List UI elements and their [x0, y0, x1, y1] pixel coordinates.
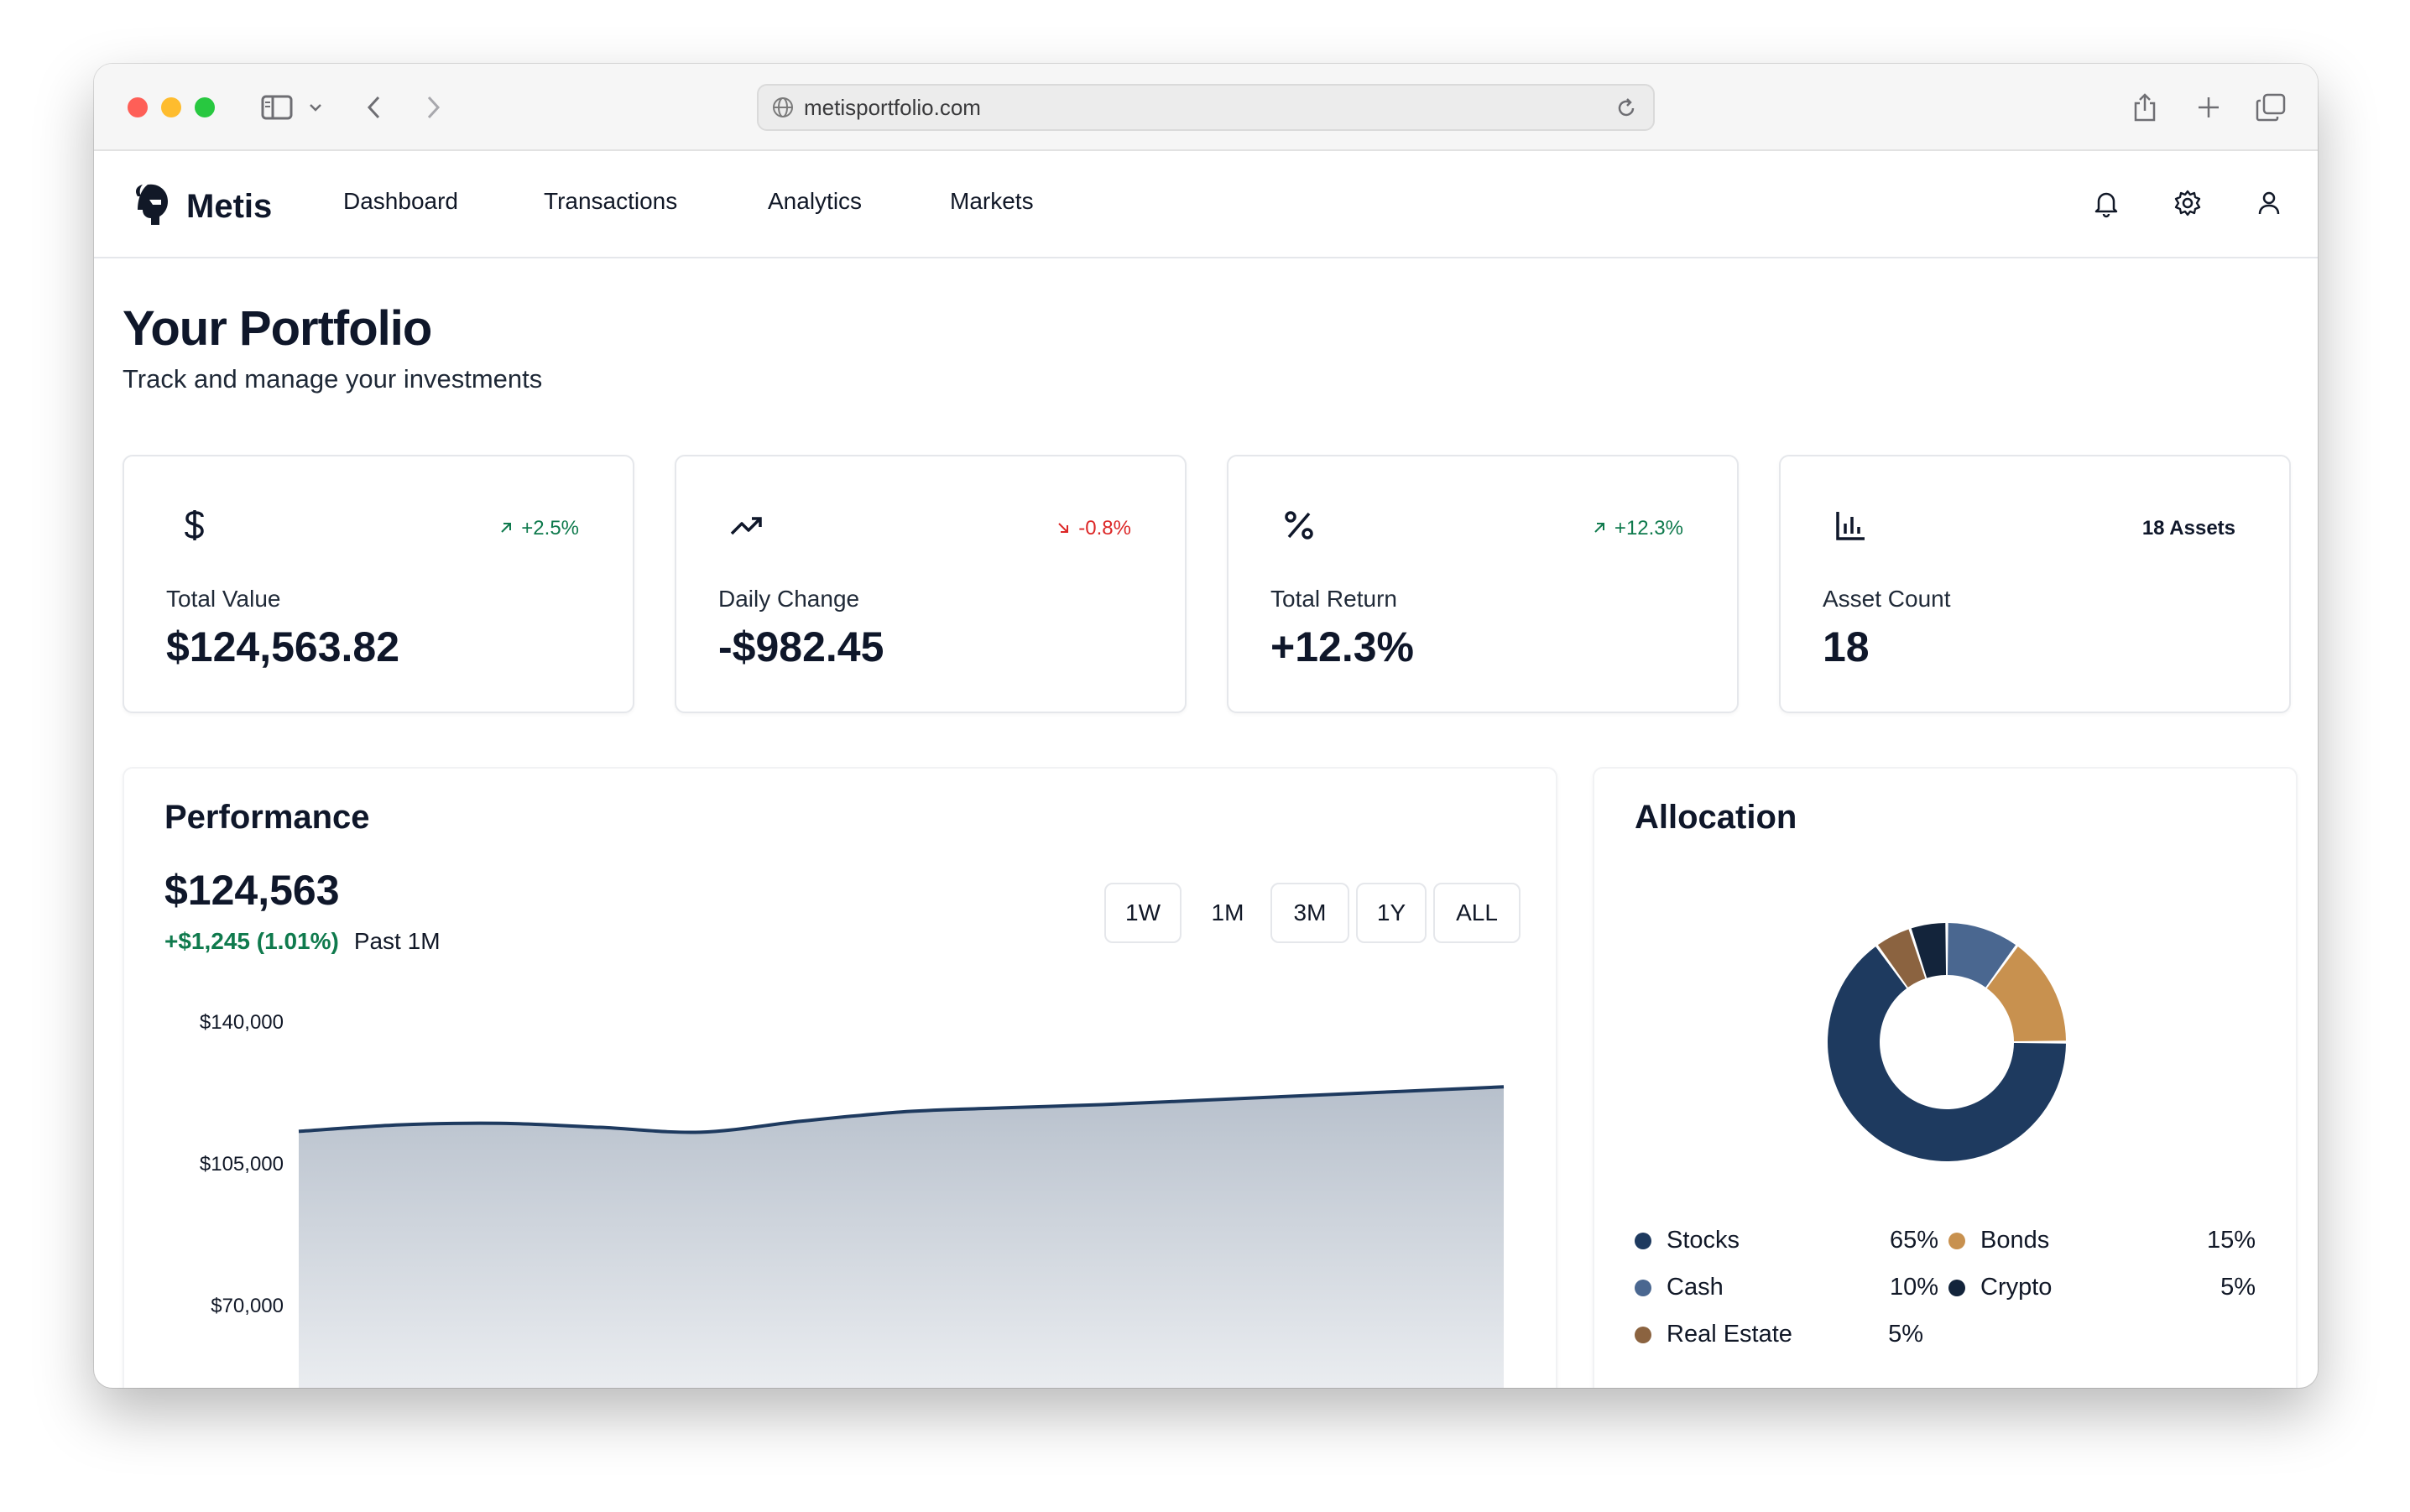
user-icon[interactable] — [2254, 188, 2284, 218]
bell-icon[interactable] — [2091, 188, 2121, 218]
legend-pct-stocks: 65% — [1889, 1227, 1938, 1254]
legend-item-stocks: Stocks — [1635, 1227, 1740, 1254]
donut-slice-bonds[interactable] — [1986, 946, 2066, 1042]
range-button-1y[interactable]: 1Y — [1356, 883, 1427, 943]
zoom-window-button[interactable] — [195, 97, 215, 117]
legend-pct-real-estate: 5% — [1888, 1321, 1923, 1348]
page-subtitle: Track and manage your investments — [123, 364, 543, 394]
gear-icon[interactable] — [2173, 188, 2203, 218]
range-button-1m[interactable]: 1M — [1190, 883, 1265, 943]
range-button-all[interactable]: ALL — [1433, 883, 1521, 943]
nav-transactions[interactable]: Transactions — [544, 188, 678, 214]
performance-period: Past 1M — [353, 928, 441, 954]
range-button-1w[interactable]: 1W — [1104, 883, 1182, 943]
logo[interactable]: Metis — [131, 181, 272, 232]
trending-up-icon — [727, 505, 767, 545]
legend-dot — [1948, 1232, 1965, 1249]
donut-slice-real-estate[interactable] — [1877, 929, 1926, 988]
performance-value: $124,563 — [164, 867, 340, 914]
arrow-down-right-icon — [1056, 517, 1070, 540]
stat-card-total-return: +12.3% Total Return +12.3% — [1227, 455, 1739, 713]
globe-icon — [772, 96, 794, 118]
donut-slice-cash[interactable] — [1947, 923, 2016, 988]
range-button-3m[interactable]: 3M — [1270, 883, 1349, 943]
stat-value: +12.3% — [1270, 623, 1414, 670]
stat-value: 18 — [1823, 623, 1870, 670]
browser-window: metisportfolio.com Metis — [94, 64, 2318, 1388]
donut-slice-crypto[interactable] — [1911, 923, 1947, 978]
tab-overview-icon[interactable] — [2254, 91, 2287, 124]
legend-item-bonds: Bonds — [1948, 1227, 2049, 1254]
stat-value: -$982.45 — [718, 623, 884, 670]
performance-change: +$1,245 (1.01%) Past 1M — [164, 928, 441, 955]
stat-value: $124,563.82 — [166, 623, 400, 670]
dollar-icon — [175, 505, 215, 545]
legend-dot — [1948, 1279, 1965, 1296]
legend-pct-bonds: 15% — [2206, 1227, 2256, 1254]
back-icon[interactable] — [361, 91, 386, 124]
app-name: Metis — [186, 188, 273, 225]
legend-item-crypto: Crypto — [1948, 1274, 2052, 1301]
performance-line — [298, 1085, 1505, 1134]
chevron-down-icon[interactable] — [305, 91, 326, 124]
allocation-title: Allocation — [1635, 799, 1797, 836]
legend-pct-crypto: 5% — [2220, 1274, 2256, 1301]
app-header: Metis Dashboard Transactions Analytics M… — [94, 151, 2318, 258]
stat-label: Total Return — [1270, 586, 1397, 612]
url-text: metisportfolio.com — [804, 94, 981, 120]
performance-delta: +$1,245 (1.01%) — [164, 928, 339, 954]
performance-area-fill — [299, 1087, 1504, 1388]
sidebar-toggle-icon[interactable] — [258, 91, 295, 124]
performance-panel: Performance $124,563 +$1,245 (1.01%) Pas… — [123, 767, 1557, 1388]
legend-item-cash: Cash — [1635, 1274, 1724, 1301]
stat-badge: +2.5% — [499, 517, 579, 540]
stat-card-daily-change: -0.8% Daily Change -$982.45 — [675, 455, 1187, 713]
stat-label: Total Value — [166, 586, 281, 612]
arrow-up-right-icon — [1593, 517, 1606, 540]
stat-badge: 18 Assets — [2141, 517, 2235, 540]
stat-badge: +12.3% — [1593, 517, 1683, 540]
legend-dot — [1635, 1326, 1651, 1343]
legend-dot — [1635, 1232, 1651, 1249]
legend-item-real-estate: Real Estate — [1635, 1321, 1792, 1348]
spartan-helmet-icon — [131, 181, 171, 232]
legend-dot — [1635, 1279, 1651, 1296]
donut-slice-stocks[interactable] — [1828, 946, 2066, 1161]
arrow-up-right-icon — [499, 517, 513, 540]
new-tab-icon[interactable] — [2194, 91, 2224, 124]
close-window-button[interactable] — [128, 97, 148, 117]
share-icon[interactable] — [2130, 91, 2160, 124]
stat-card-asset-count: 18 Assets Asset Count 18 — [1779, 455, 2291, 713]
nav-markets[interactable]: Markets — [950, 188, 1034, 214]
y-tick-label: $70,000 — [211, 1295, 284, 1317]
allocation-donut-chart — [1828, 923, 2066, 1161]
browser-toolbar: metisportfolio.com — [94, 64, 2318, 151]
address-bar[interactable]: metisportfolio.com — [757, 84, 1655, 131]
reload-icon[interactable] — [1614, 96, 1638, 126]
allocation-panel: Allocation Stocks 65% Bonds 15% Cash 10%… — [1593, 767, 2298, 1388]
percent-icon — [1279, 505, 1319, 545]
bar-chart-icon — [1831, 505, 1871, 545]
y-tick-label: $105,000 — [200, 1153, 284, 1176]
stat-label: Daily Change — [718, 586, 860, 612]
forward-icon[interactable] — [421, 91, 446, 124]
y-tick-label: $140,000 — [200, 1011, 284, 1034]
nav-dashboard[interactable]: Dashboard — [343, 188, 458, 214]
stat-label: Asset Count — [1823, 586, 1951, 612]
stat-badge: -0.8% — [1056, 517, 1131, 540]
stat-card-total-value: +2.5% Total Value $124,563.82 — [123, 455, 634, 713]
legend-pct-cash: 10% — [1889, 1274, 1938, 1301]
performance-chart: $140,000 $105,000 $70,000 — [200, 1011, 1505, 1388]
performance-title: Performance — [164, 799, 370, 836]
page-title: Your Portfolio — [123, 301, 432, 356]
minimize-window-button[interactable] — [161, 97, 181, 117]
nav-analytics[interactable]: Analytics — [768, 188, 863, 214]
